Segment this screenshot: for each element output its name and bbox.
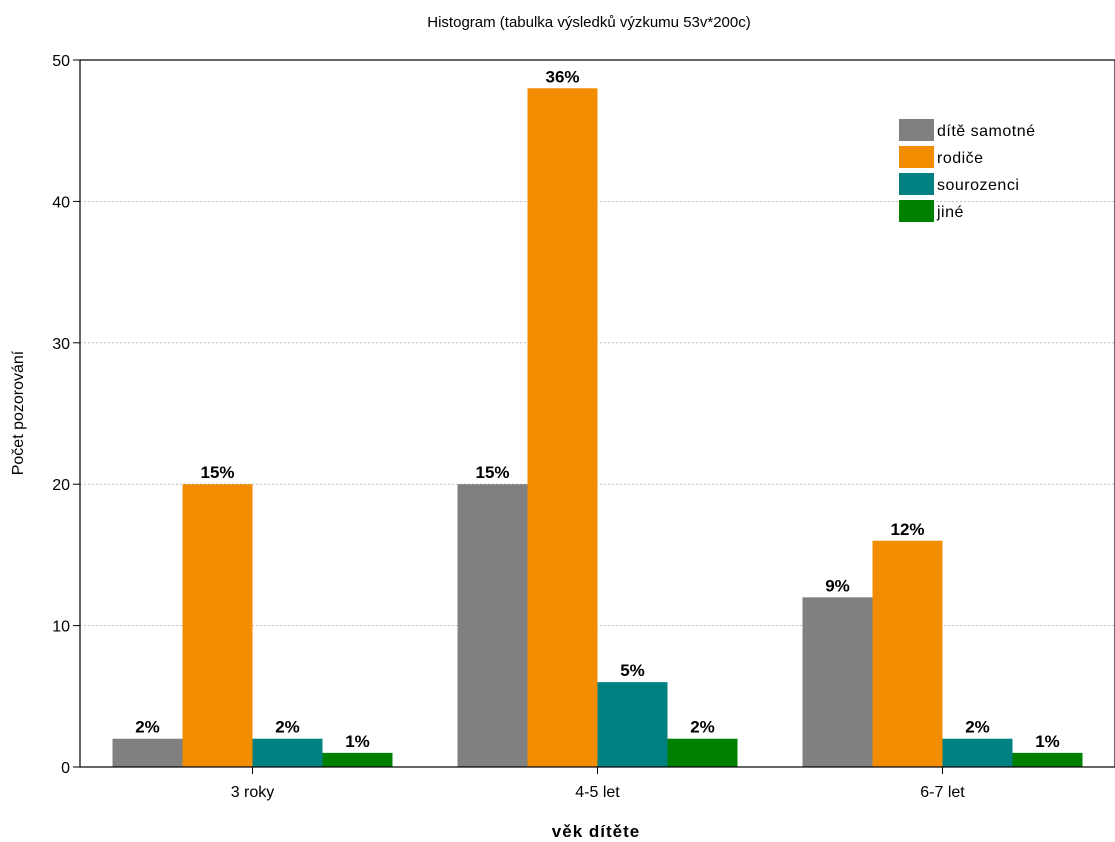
bar <box>322 752 393 767</box>
data-label: 2% <box>965 718 990 737</box>
data-label: 9% <box>825 576 850 595</box>
y-tick-label: 40 <box>52 194 70 211</box>
legend-swatch <box>899 119 934 141</box>
x-axis-title: věk dítěte <box>552 822 640 841</box>
x-tick-label: 3 roky <box>231 784 275 801</box>
y-tick-label: 20 <box>52 477 70 494</box>
data-labels: 2% 15% 2% 1% 15% 36% 5% 2% 9% 12% 2% 1% <box>135 67 1060 751</box>
bar <box>1012 752 1083 767</box>
bar <box>667 738 738 767</box>
bar <box>872 540 943 767</box>
legend-label: jiné <box>936 204 964 221</box>
y-tick-label: 30 <box>52 336 70 353</box>
legend-label: sourozenci <box>937 177 1019 194</box>
legend-label: rodiče <box>937 150 984 167</box>
bars <box>112 88 1083 767</box>
x-axis-ticks: 3 roky 4-5 let 6-7 let <box>231 767 965 801</box>
legend-swatch <box>899 173 934 195</box>
x-tick-label: 4-5 let <box>575 784 620 801</box>
y-tick-label: 10 <box>52 619 70 636</box>
data-label: 12% <box>890 520 924 539</box>
legend-swatch <box>899 146 934 168</box>
y-axis-ticks: 0 10 20 30 40 50 <box>52 53 80 777</box>
x-tick-label: 6-7 let <box>920 784 965 801</box>
bar <box>252 738 323 767</box>
data-label: 2% <box>135 718 160 737</box>
legend-label: dítě samotné <box>937 123 1036 140</box>
y-tick-label: 50 <box>52 53 70 70</box>
bar <box>182 484 253 767</box>
data-label: 5% <box>620 661 645 680</box>
bar <box>457 484 528 767</box>
bar <box>802 597 873 767</box>
legend: dítě samotné rodiče sourozenci jiné <box>899 119 1036 222</box>
data-label: 1% <box>345 732 370 751</box>
data-label: 2% <box>275 718 300 737</box>
data-label: 15% <box>475 463 509 482</box>
chart-title: Histogram (tabulka výsledků výzkumu 53v*… <box>427 14 750 31</box>
data-label: 36% <box>545 67 579 86</box>
bar <box>597 682 668 767</box>
y-tick-label: 0 <box>61 760 70 777</box>
bar <box>112 738 183 767</box>
data-label: 2% <box>690 718 715 737</box>
data-label: 1% <box>1035 732 1060 751</box>
bar <box>527 88 598 767</box>
legend-swatch <box>899 200 934 222</box>
data-label: 15% <box>200 463 234 482</box>
y-axis-title: Počet pozorování <box>10 350 27 475</box>
bar <box>942 738 1013 767</box>
